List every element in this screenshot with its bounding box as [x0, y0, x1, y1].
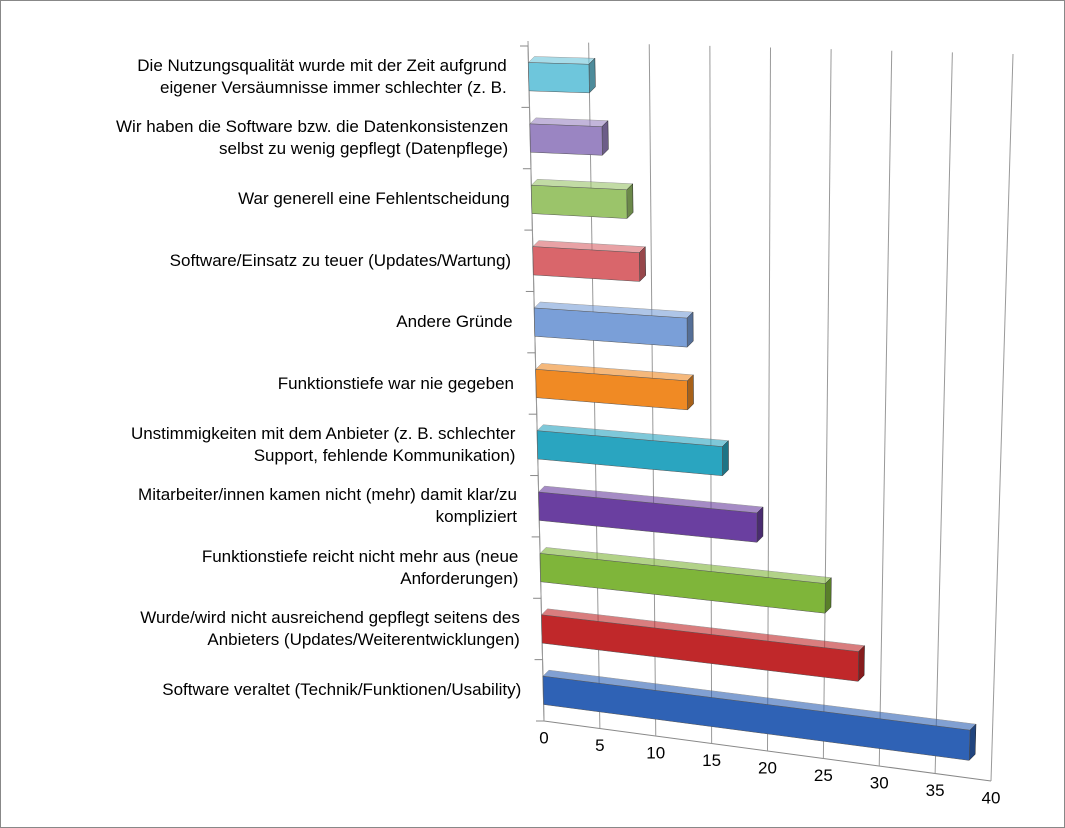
category-label: Andere Gründe	[396, 312, 513, 332]
bar-end	[824, 577, 832, 614]
category-label: Funktionstiefe reicht nicht mehr aus (ne…	[201, 546, 519, 588]
x-tick-label: 20	[758, 758, 777, 777]
bar-end	[857, 644, 865, 682]
x-tick-label: 15	[702, 751, 721, 770]
grid-line	[878, 50, 893, 767]
bar-end	[639, 246, 646, 283]
category-label: Wir haben die Software bzw. die Datenkon…	[116, 117, 509, 159]
bar-end	[601, 120, 609, 156]
x-tick-label: 5	[595, 736, 604, 755]
bar	[541, 614, 859, 682]
x-tick-label: 0	[539, 728, 548, 747]
x-tick-label: 30	[870, 773, 889, 792]
bar-end	[687, 374, 694, 411]
category-label: Die Nutzungsqualität wurde mit der Zeit …	[137, 55, 507, 97]
bar	[542, 675, 971, 761]
bar	[533, 307, 688, 348]
category-label: Wurde/wird nicht ausreichend gepflegt se…	[140, 607, 520, 649]
category-label: Funktionstiefe war nie gegeben	[277, 373, 514, 393]
x-tick-label: 10	[646, 743, 665, 762]
category-label: Unstimmigkeiten mit dem Anbieter (z. B. …	[130, 423, 516, 465]
bar-end	[756, 506, 764, 543]
bar	[531, 184, 628, 219]
bar	[532, 246, 640, 282]
grid-line	[990, 53, 1014, 782]
x-tick-label: 25	[814, 766, 833, 785]
bar	[529, 123, 603, 156]
bar-end	[626, 183, 634, 220]
bar-end	[722, 440, 729, 477]
bar	[535, 369, 688, 411]
category-label: Software veraltet (Technik/Funktionen/Us…	[162, 680, 522, 700]
grid-line	[767, 47, 771, 752]
grid-line	[709, 45, 713, 744]
bar	[528, 62, 590, 94]
category-label: Software/Einsatz zu teuer (Updates/Wartu…	[169, 250, 512, 270]
grid-line	[934, 52, 953, 774]
bar-end	[588, 57, 596, 94]
bar-end	[686, 311, 694, 348]
bar	[536, 430, 723, 477]
x-tick-label: 40	[982, 788, 1001, 807]
bar	[538, 491, 758, 543]
grid-line	[822, 49, 832, 759]
category-label: Mitarbeiter/innen kamen nicht (mehr) dam…	[138, 485, 517, 527]
x-tick-label: 35	[926, 781, 945, 800]
bar	[539, 553, 826, 614]
category-label: War generell eine Fehlentscheidung	[238, 189, 510, 209]
